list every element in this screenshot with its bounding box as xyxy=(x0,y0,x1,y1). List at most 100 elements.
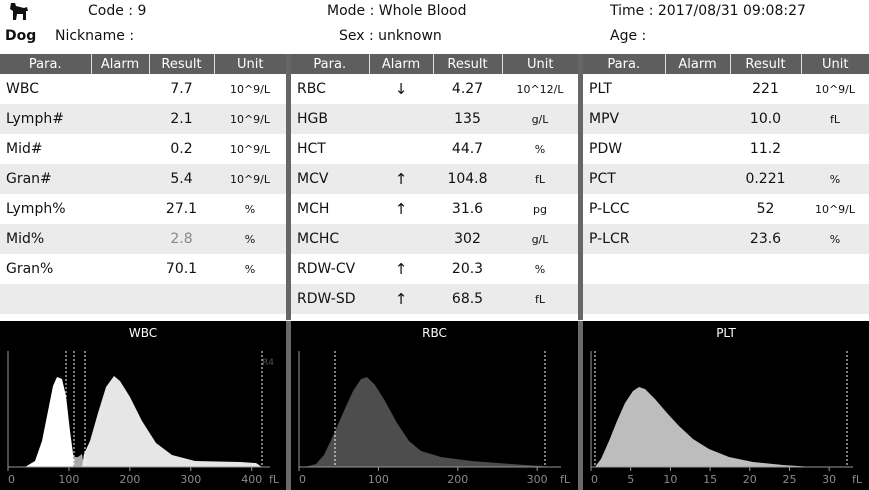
unit-label xyxy=(214,284,286,314)
alarm-flag xyxy=(91,164,149,194)
result-value xyxy=(149,284,214,314)
parameter-name: PDW xyxy=(589,141,623,157)
table-row xyxy=(583,254,869,284)
parameter-name: Lymph% xyxy=(6,201,66,217)
rbc-histogram: RBC 0 100 200 300 fL xyxy=(291,321,578,490)
column-header-para: Para. xyxy=(0,54,92,74)
plt-distribution xyxy=(595,387,813,467)
unit-label xyxy=(801,134,869,164)
alarm-flag xyxy=(665,134,730,164)
result-value: 10.0 xyxy=(730,104,801,134)
alarm-flag: ↑ xyxy=(369,284,433,314)
table-row: MPV 10.0 fL xyxy=(583,104,869,134)
wbc-parameter-panel: Para. Alarm Result Unit WBC 7.7 10^9/L Lymp… xyxy=(0,54,286,320)
unit-label: 10^9/L xyxy=(229,142,271,156)
unit-label: 10^9/L xyxy=(814,82,856,96)
unit-label: % xyxy=(214,224,286,254)
rbc-parameter-panel: Para. Alarm Result Unit RBC ↓ 4.27 10^12/L H… xyxy=(291,54,578,320)
unit-label: % xyxy=(534,142,546,156)
test-time: Time : 2017/08/31 09:08:27 xyxy=(610,3,806,19)
alarm-flag xyxy=(369,134,433,164)
unit-label: pg xyxy=(533,202,547,216)
alarm-flag xyxy=(665,164,730,194)
parameter-name: Gran# xyxy=(0,164,91,194)
result-value: 23.6 xyxy=(730,224,801,254)
table-row xyxy=(583,284,869,314)
wbc-mid-region xyxy=(73,454,84,467)
rbc-table: Para. Alarm Result Unit RBC ↓ 4.27 10^12/L H… xyxy=(291,54,578,314)
column-header-alarm: Alarm xyxy=(91,54,150,74)
table-row: Lymph% 27.1% xyxy=(0,194,286,224)
x-tick-label: 10 xyxy=(663,473,677,486)
age-label: Age : xyxy=(610,28,647,44)
sample-code: Code : 9 xyxy=(88,3,147,19)
unit-label: g/L xyxy=(502,104,578,134)
result-value xyxy=(730,284,801,314)
table-row: Lymph# 2.1 10^9/L xyxy=(0,104,286,134)
wbc-histogram: WBC 0 100 200 300 400 fL R4 xyxy=(0,321,286,490)
alarm-flag xyxy=(91,194,149,224)
column-header-result: Result xyxy=(433,54,503,74)
column-header-result: Result xyxy=(149,54,215,74)
parameter-name: MPV xyxy=(583,104,665,134)
alarm-flag xyxy=(91,104,149,134)
result-value: 68.5 xyxy=(433,284,502,314)
alarm-flag: ↑ xyxy=(394,200,408,218)
wbc-lymph-peak xyxy=(25,377,76,467)
alarm-flag: ↑ xyxy=(394,260,408,278)
table-row: PCT 0.221% xyxy=(583,164,869,194)
x-axis-ticks: 0 100 200 300 400 fL xyxy=(7,467,280,486)
plt-parameter-panel: Para. Alarm Result Unit PLT 221 10^9/L MPV 1… xyxy=(583,54,869,320)
histogram-divider xyxy=(578,321,583,490)
unit-label: 10^9/L xyxy=(814,202,856,216)
result-value: 70.1 xyxy=(165,261,198,277)
histogram-title: WBC xyxy=(128,326,158,340)
x-tick-label: 300 xyxy=(527,473,548,486)
x-axis-ticks: 0 5 10 15 20 25 30 fL xyxy=(590,467,863,486)
parameter-name: P-LCR xyxy=(583,224,665,254)
parameter-name: RDW-CV xyxy=(297,261,356,277)
alarm-flag xyxy=(91,224,149,254)
wbc-histogram-plot: 0 100 200 300 400 fL R4 xyxy=(7,351,280,486)
parameter-name: RBC xyxy=(297,81,326,97)
table-row: MCH ↑ 31.6 pg xyxy=(291,194,578,224)
alarm-flag xyxy=(665,284,730,314)
table-row: HGB 135 g/L xyxy=(291,104,578,134)
plt-table: Para. Alarm Result Unit PLT 221 10^9/L MPV 1… xyxy=(583,54,869,314)
x-tick-label: 400 xyxy=(241,473,262,486)
table-row: PDW 11.2 xyxy=(583,134,869,164)
parameter-name: PCT xyxy=(583,164,665,194)
parameter-name: HCT xyxy=(297,141,326,157)
parameter-name: RDW-SD xyxy=(291,284,369,314)
table-row: WBC 7.7 10^9/L xyxy=(0,74,286,104)
x-axis-unit: fL xyxy=(852,473,863,486)
column-divider xyxy=(578,54,583,320)
table-row: Gran% 70.1% xyxy=(0,254,286,284)
result-value xyxy=(730,254,801,284)
x-tick-label: 0 xyxy=(8,473,15,486)
histogram-title: RBC xyxy=(422,326,447,340)
result-value: 0.221 xyxy=(730,164,801,194)
r4-marker: R4 xyxy=(262,358,274,368)
alarm-flag xyxy=(369,224,433,254)
column-header-unit: Unit xyxy=(502,54,578,74)
column-header-para: Para. xyxy=(291,54,370,74)
result-value: 135 xyxy=(433,104,502,134)
result-value: 4.27 xyxy=(451,81,484,97)
parameter-name: HGB xyxy=(291,104,369,134)
column-header-para: Para. xyxy=(583,54,666,74)
histogram-divider xyxy=(286,321,291,490)
parameter-name: MCV xyxy=(291,164,369,194)
table-row xyxy=(0,284,286,314)
result-value: 7.7 xyxy=(170,81,193,97)
parameter-name xyxy=(583,254,665,284)
unit-label: 10^9/L xyxy=(214,164,286,194)
unit-label: % xyxy=(244,262,256,276)
result-value: 0.2 xyxy=(170,141,193,157)
table-row: RDW-CV ↑ 20.3% xyxy=(291,254,578,284)
x-tick-label: 20 xyxy=(743,473,757,486)
table-row: P-LCC 52 10^9/L xyxy=(583,194,869,224)
wbc-gran-peak xyxy=(82,376,262,467)
table-row: HCT 44.7% xyxy=(291,134,578,164)
x-axis-unit: fL xyxy=(269,473,280,486)
